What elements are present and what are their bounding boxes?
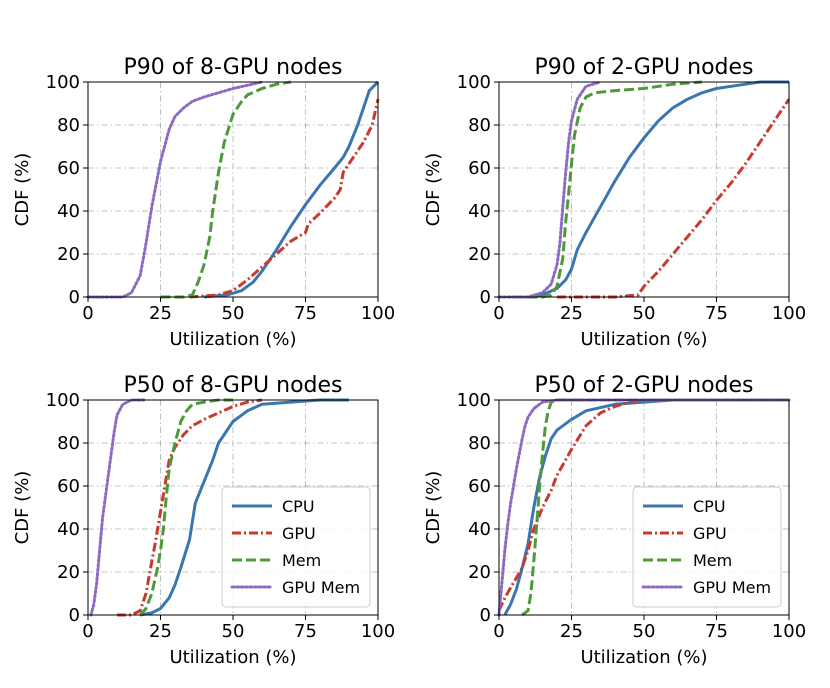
series-line-gpu-mem [497,80,602,299]
legend: CPU GPU Mem GPU Mem [221,486,371,608]
series-line-cpu [203,80,380,299]
legend-label: GPU Mem [693,578,771,597]
y-axis-label: CDF (%) [423,153,444,227]
legend-label: CPU [693,497,726,516]
y-tick-label: 40 [57,201,80,222]
chart-panel-2: 0 25 50 75 100 0 20 40 60 80 100 P90 of 2-GPU nodes… [423,55,806,350]
chart-title: P90 of 8-GPU nodes [124,55,343,80]
series-line-gpu [189,98,380,299]
y-tick-label: 0 [69,605,80,626]
y-tick-label: 60 [468,158,491,179]
x-tick-label: 50 [633,303,656,324]
series-line-gpu [117,398,263,617]
x-tick-label: 25 [149,303,172,324]
x-axis-label: Utilization (%) [169,647,296,668]
y-tick-label: 40 [468,201,491,222]
legend: CPU GPU Mem GPU Mem [632,486,782,608]
x-tick-label: 25 [560,621,583,642]
series-line-gpu-mem [86,80,264,299]
y-axis-label: CDF (%) [12,471,33,545]
x-tick-label: 100 [772,303,806,324]
x-tick-label: 75 [294,621,317,642]
x-tick-label: 100 [361,621,395,642]
x-tick-label: 75 [705,621,728,642]
x-tick-label: 75 [705,303,728,324]
y-tick-label: 100 [46,390,80,411]
x-axis-label: Utilization (%) [580,329,707,350]
y-tick-label: 60 [468,476,491,497]
y-tick-label: 0 [69,287,80,308]
legend-box [632,486,782,608]
y-tick-label: 0 [480,287,491,308]
y-axis-label: CDF (%) [423,471,444,545]
x-axis-label: Utilization (%) [169,329,296,350]
series-line-gpu [497,398,789,612]
y-axis-label: CDF (%) [12,153,33,227]
series-line-cpu [139,398,349,617]
chart-panel-3: 0 25 50 75 100 0 20 40 60 80 100 P50 of 8-GPU nodes… [12,373,395,668]
x-tick-label: 0 [82,303,93,324]
y-tick-label: 80 [468,115,491,136]
legend-label: Mem [693,551,732,570]
x-tick-label: 50 [222,303,245,324]
series-line-cpu [527,80,789,299]
y-tick-label: 20 [57,244,80,265]
chart-title: P90 of 2-GPU nodes [535,55,754,80]
y-tick-label: 60 [57,158,80,179]
y-tick-label: 40 [468,519,491,540]
chart-panel-4: 0 25 50 75 100 0 20 40 60 80 100 P50 of 2-GPU nodes… [423,373,806,668]
chart-title: P50 of 2-GPU nodes [535,373,754,398]
legend-label: Mem [282,551,321,570]
chart-title: P50 of 8-GPU nodes [124,373,343,398]
y-tick-label: 0 [480,605,491,626]
series-line-mem [160,80,292,299]
y-tick-label: 100 [457,72,491,93]
legend-label: CPU [282,497,315,516]
x-tick-label: 25 [560,303,583,324]
y-tick-label: 60 [57,476,80,497]
series-line-mem [139,398,233,616]
y-tick-label: 80 [468,433,491,454]
y-tick-label: 80 [57,433,80,454]
x-tick-label: 75 [294,303,317,324]
legend-box [221,486,371,608]
x-tick-label: 100 [772,621,806,642]
x-tick-label: 0 [493,303,504,324]
x-tick-label: 0 [493,621,504,642]
series-line-gpu-mem [89,398,148,617]
y-tick-label: 80 [57,115,80,136]
y-tick-label: 40 [57,519,80,540]
y-tick-label: 100 [457,390,491,411]
legend-label: GPU Mem [282,578,360,597]
y-tick-label: 20 [468,562,491,583]
y-tick-label: 100 [46,72,80,93]
x-tick-label: 50 [633,621,656,642]
x-tick-label: 0 [82,621,93,642]
legend-label: GPU [282,524,316,543]
x-tick-label: 25 [149,621,172,642]
x-tick-label: 50 [222,621,245,642]
series-line-mem [513,80,703,299]
x-axis-label: Utilization (%) [580,647,707,668]
y-tick-label: 20 [57,562,80,583]
y-tick-label: 20 [468,244,491,265]
legend-label: GPU [693,524,727,543]
chart-panel-1: 0 25 50 75 100 0 20 40 60 80 100 P90 of 8-GPU nodes… [12,55,395,350]
x-tick-label: 100 [361,303,395,324]
series-line-gpu [557,98,791,299]
